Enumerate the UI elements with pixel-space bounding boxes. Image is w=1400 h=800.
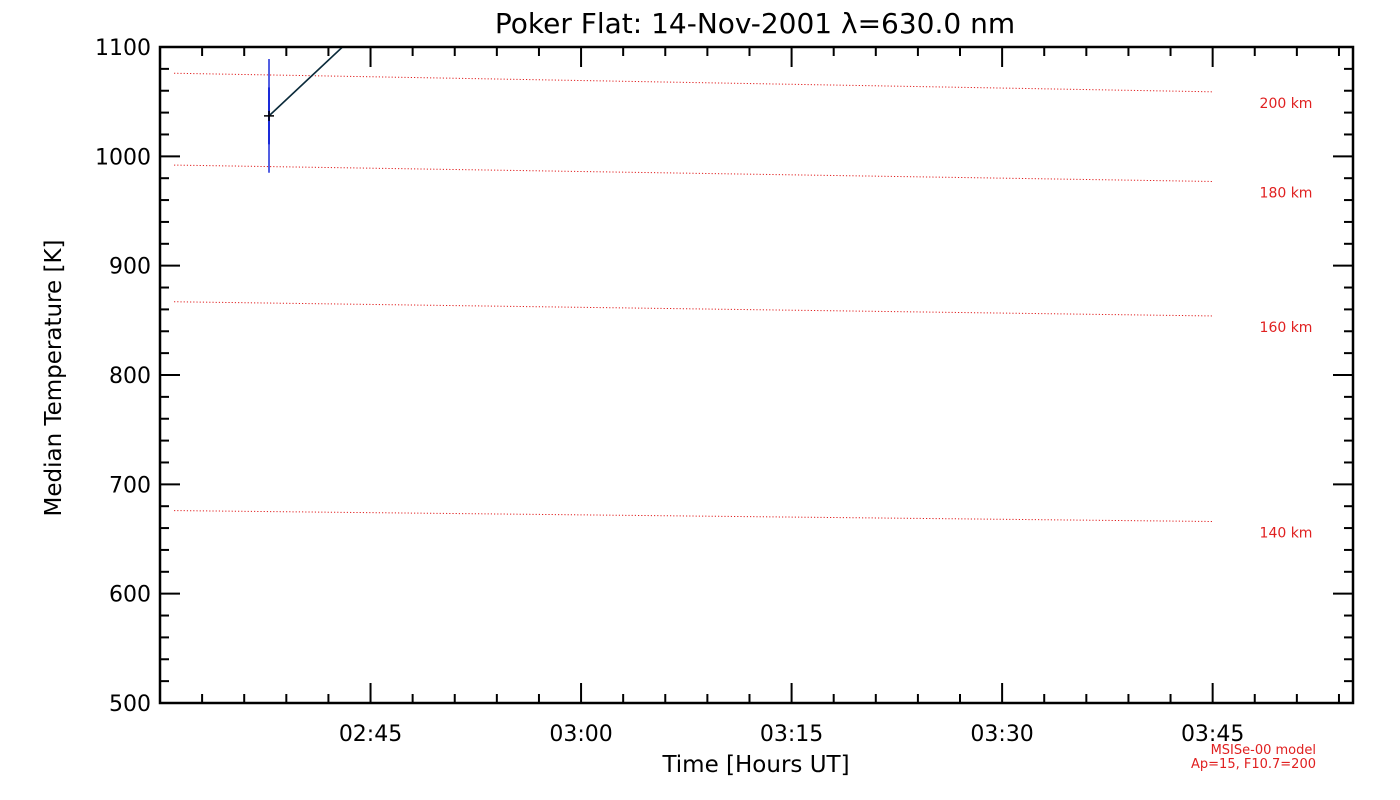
model-note-line-1: MSISe-00 model [1211, 743, 1316, 758]
msis-altitude-label: 140 km [1260, 526, 1313, 542]
y-tick-label: 1000 [95, 145, 151, 170]
x-tick-label: 02:45 [339, 722, 402, 747]
reference-lines: 200 km 180 km 160 km 140 km [174, 72, 1313, 542]
series-line [268, 47, 344, 117]
y-tick-label: 500 [109, 692, 151, 717]
model-note-line-2: Ap=15, F10.7=200 [1191, 757, 1316, 772]
x-tick-label: 03:45 [1181, 722, 1244, 747]
y-tick-label: 700 [109, 473, 151, 498]
msis-reference-line [174, 510, 1213, 523]
y-tick-label: 800 [109, 364, 151, 389]
chart-title: Poker Flat: 14-Nov-2001 λ=630.0 nm [495, 7, 1015, 40]
msis-reference-line [174, 72, 1213, 93]
y-tick-label: 1100 [95, 36, 151, 61]
x-axis-label: Time [Hours UT] [661, 752, 849, 778]
x-tick-label: 03:30 [970, 722, 1033, 747]
x-tick-label: 03:00 [549, 722, 612, 747]
y-tick-label: 600 [109, 583, 151, 608]
msis-altitude-label: 160 km [1260, 320, 1313, 336]
data-series [264, 47, 344, 173]
msis-altitude-label: 180 km [1260, 185, 1313, 201]
tick-marks: 500 600 700 800 900 1000 1100 02:45 03:00 03:15 03… [95, 36, 1353, 747]
y-tick-label: 900 [109, 255, 151, 280]
temperature-series [264, 47, 344, 173]
y-axis-label: Median Temperature [K] [41, 240, 67, 517]
msis-reference-line [174, 164, 1213, 182]
msis-reference-line [174, 301, 1213, 317]
x-tick-label: 03:15 [760, 722, 823, 747]
plot-frame [158, 45, 1355, 705]
msis-altitude-label: 200 km [1260, 96, 1313, 112]
